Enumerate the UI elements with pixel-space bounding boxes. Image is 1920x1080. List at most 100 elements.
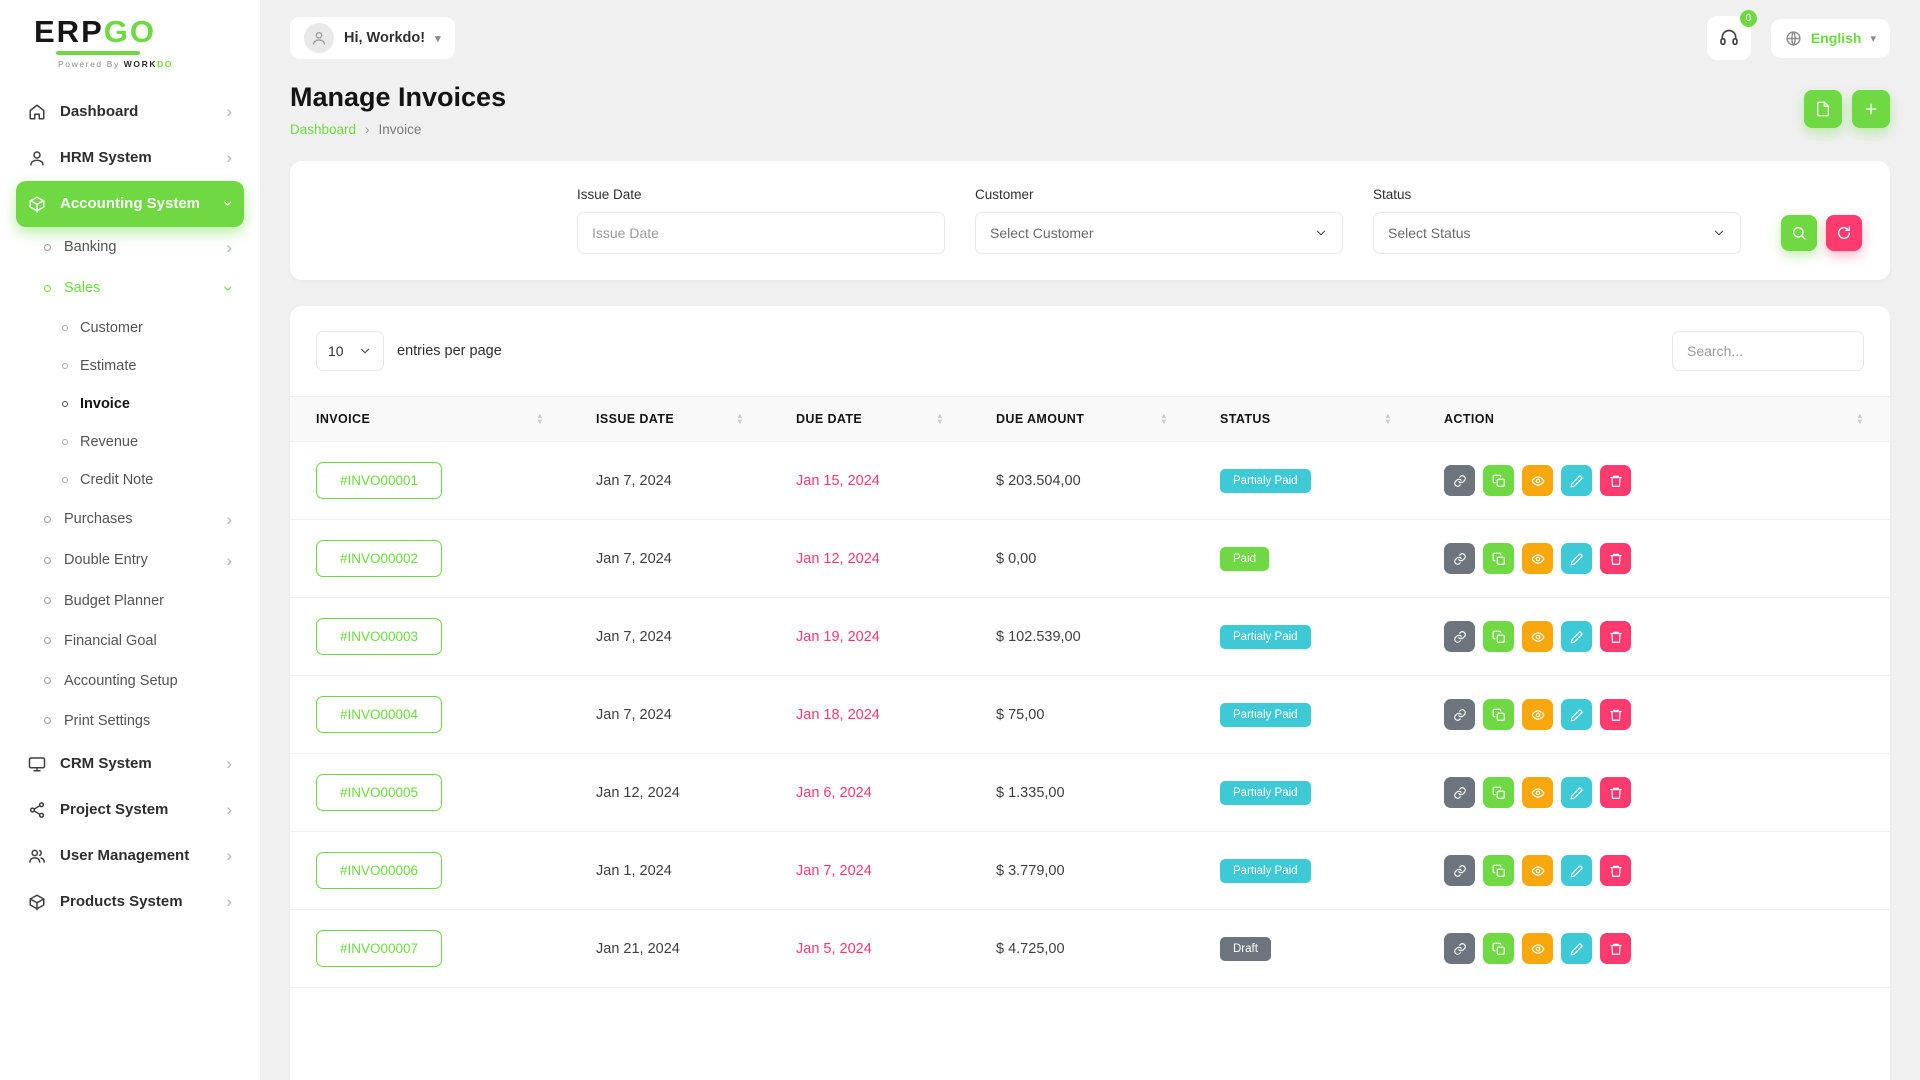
- sidebar-item-dashboard[interactable]: Dashboard ›: [16, 89, 244, 135]
- delete-button[interactable]: [1600, 543, 1631, 574]
- header-issue-date[interactable]: ISSUE DATE▲▼: [570, 397, 770, 442]
- sidebar-item-sales[interactable]: Sales ›: [16, 268, 244, 309]
- breadcrumb-dashboard-link[interactable]: Dashboard: [290, 122, 356, 137]
- view-button[interactable]: [1522, 621, 1553, 652]
- duplicate-button[interactable]: [1483, 777, 1514, 808]
- due-amount-value: $ 75,00: [996, 707, 1044, 723]
- delete-button[interactable]: [1600, 933, 1631, 964]
- pencil-icon: [1570, 708, 1584, 722]
- brand-logo[interactable]: ERPGO Powered By WORKDO: [16, 16, 244, 69]
- row-actions: [1444, 621, 1864, 652]
- sidebar-item-invoice[interactable]: Invoice: [16, 385, 244, 423]
- delete-button[interactable]: [1600, 621, 1631, 652]
- payment-link-button[interactable]: [1444, 933, 1475, 964]
- edit-button[interactable]: [1561, 933, 1592, 964]
- due-amount-value: $ 1.335,00: [996, 785, 1065, 801]
- table-search-input[interactable]: [1672, 331, 1864, 371]
- header-due-amount[interactable]: DUE AMOUNT▲▼: [970, 397, 1194, 442]
- caret-down-icon: ▾: [1870, 32, 1876, 45]
- duplicate-button[interactable]: [1483, 543, 1514, 574]
- view-button[interactable]: [1522, 699, 1553, 730]
- header-due-date[interactable]: DUE DATE▲▼: [770, 397, 970, 442]
- edit-button[interactable]: [1561, 621, 1592, 652]
- payment-link-button[interactable]: [1444, 855, 1475, 886]
- sidebar-item-estimate[interactable]: Estimate: [16, 347, 244, 385]
- export-button[interactable]: [1804, 90, 1842, 128]
- invoice-link[interactable]: #INVO00005: [316, 774, 442, 811]
- duplicate-button[interactable]: [1483, 621, 1514, 652]
- sidebar-item-crm-system[interactable]: CRM System ›: [16, 741, 244, 787]
- invoice-link[interactable]: #INVO00004: [316, 696, 442, 733]
- issue-date-input[interactable]: [577, 212, 945, 254]
- sidebar-item-user-management[interactable]: User Management ›: [16, 833, 244, 879]
- sidebar-item-financial-goal[interactable]: Financial Goal: [16, 621, 244, 661]
- delete-button[interactable]: [1600, 699, 1631, 730]
- sidebar-item-banking[interactable]: Banking ›: [16, 227, 244, 268]
- payment-link-button[interactable]: [1444, 777, 1475, 808]
- language-label: English: [1811, 30, 1862, 46]
- payment-link-button[interactable]: [1444, 543, 1475, 574]
- sidebar-item-purchases[interactable]: Purchases ›: [16, 499, 244, 540]
- edit-button[interactable]: [1561, 465, 1592, 496]
- filter-reset-button[interactable]: [1826, 215, 1862, 251]
- sidebar-item-budget-planner[interactable]: Budget Planner: [16, 581, 244, 621]
- breadcrumb: Dashboard › Invoice: [290, 122, 506, 137]
- payment-link-button[interactable]: [1444, 465, 1475, 496]
- entries-per-page-select[interactable]: 10: [316, 331, 384, 371]
- main-content: Hi, Workdo! ▾ 0 English ▾ Manage Invoice…: [260, 0, 1920, 1080]
- edit-button[interactable]: [1561, 543, 1592, 574]
- delete-button[interactable]: [1600, 855, 1631, 886]
- duplicate-button[interactable]: [1483, 855, 1514, 886]
- sidebar-item-project-system[interactable]: Project System ›: [16, 787, 244, 833]
- edit-button[interactable]: [1561, 699, 1592, 730]
- issue-date-value: Jan 7, 2024: [596, 551, 672, 567]
- view-button[interactable]: [1522, 933, 1553, 964]
- customer-select[interactable]: Select Customer: [975, 212, 1343, 254]
- view-button[interactable]: [1522, 543, 1553, 574]
- header-status[interactable]: STATUS▲▼: [1194, 397, 1418, 442]
- invoice-link[interactable]: #INVO00006: [316, 852, 442, 889]
- invoice-link[interactable]: #INVO00003: [316, 618, 442, 655]
- duplicate-button[interactable]: [1483, 933, 1514, 964]
- sidebar-item-double-entry[interactable]: Double Entry ›: [16, 540, 244, 581]
- link-icon: [1453, 552, 1467, 566]
- invoice-link[interactable]: #INVO00002: [316, 540, 442, 577]
- search-icon: [1791, 225, 1807, 241]
- users-icon: [28, 847, 46, 865]
- delete-button[interactable]: [1600, 777, 1631, 808]
- language-selector[interactable]: English ▾: [1771, 19, 1890, 58]
- sidebar-item-customer[interactable]: Customer: [16, 309, 244, 347]
- sidebar-item-print-settings[interactable]: Print Settings: [16, 701, 244, 741]
- duplicate-button[interactable]: [1483, 465, 1514, 496]
- status-select-value: Select Status: [1388, 225, 1471, 241]
- row-actions: [1444, 777, 1864, 808]
- payment-link-button[interactable]: [1444, 621, 1475, 652]
- table-row: #INVO00006 Jan 1, 2024 Jan 7, 2024 $ 3.7…: [290, 832, 1890, 910]
- sidebar-item-accounting-setup[interactable]: Accounting Setup: [16, 661, 244, 701]
- sidebar-item-revenue[interactable]: Revenue: [16, 423, 244, 461]
- sidebar-item-accounting-system[interactable]: Accounting System ›: [16, 181, 244, 227]
- view-button[interactable]: [1522, 777, 1553, 808]
- invoice-link[interactable]: #INVO00001: [316, 462, 442, 499]
- payment-link-button[interactable]: [1444, 699, 1475, 730]
- duplicate-button[interactable]: [1483, 699, 1514, 730]
- support-button[interactable]: 0: [1707, 16, 1751, 60]
- create-invoice-button[interactable]: [1852, 90, 1890, 128]
- status-select[interactable]: Select Status: [1373, 212, 1741, 254]
- filter-search-button[interactable]: [1781, 215, 1817, 251]
- invoice-link[interactable]: #INVO00007: [316, 930, 442, 967]
- sidebar-item-hrm-system[interactable]: HRM System ›: [16, 135, 244, 181]
- delete-button[interactable]: [1600, 465, 1631, 496]
- sidebar-item-products-system[interactable]: Products System ›: [16, 879, 244, 925]
- edit-button[interactable]: [1561, 855, 1592, 886]
- header-action[interactable]: ACTION▲▼: [1418, 397, 1890, 442]
- pencil-icon: [1570, 864, 1584, 878]
- topbar-right: 0 English ▾: [1707, 16, 1890, 60]
- edit-button[interactable]: [1561, 777, 1592, 808]
- user-menu[interactable]: Hi, Workdo! ▾: [290, 17, 455, 59]
- due-amount-value: $ 4.725,00: [996, 941, 1065, 957]
- header-invoice[interactable]: INVOICE▲▼: [290, 397, 570, 442]
- sidebar-item-credit-note[interactable]: Credit Note: [16, 461, 244, 499]
- view-button[interactable]: [1522, 465, 1553, 496]
- view-button[interactable]: [1522, 855, 1553, 886]
